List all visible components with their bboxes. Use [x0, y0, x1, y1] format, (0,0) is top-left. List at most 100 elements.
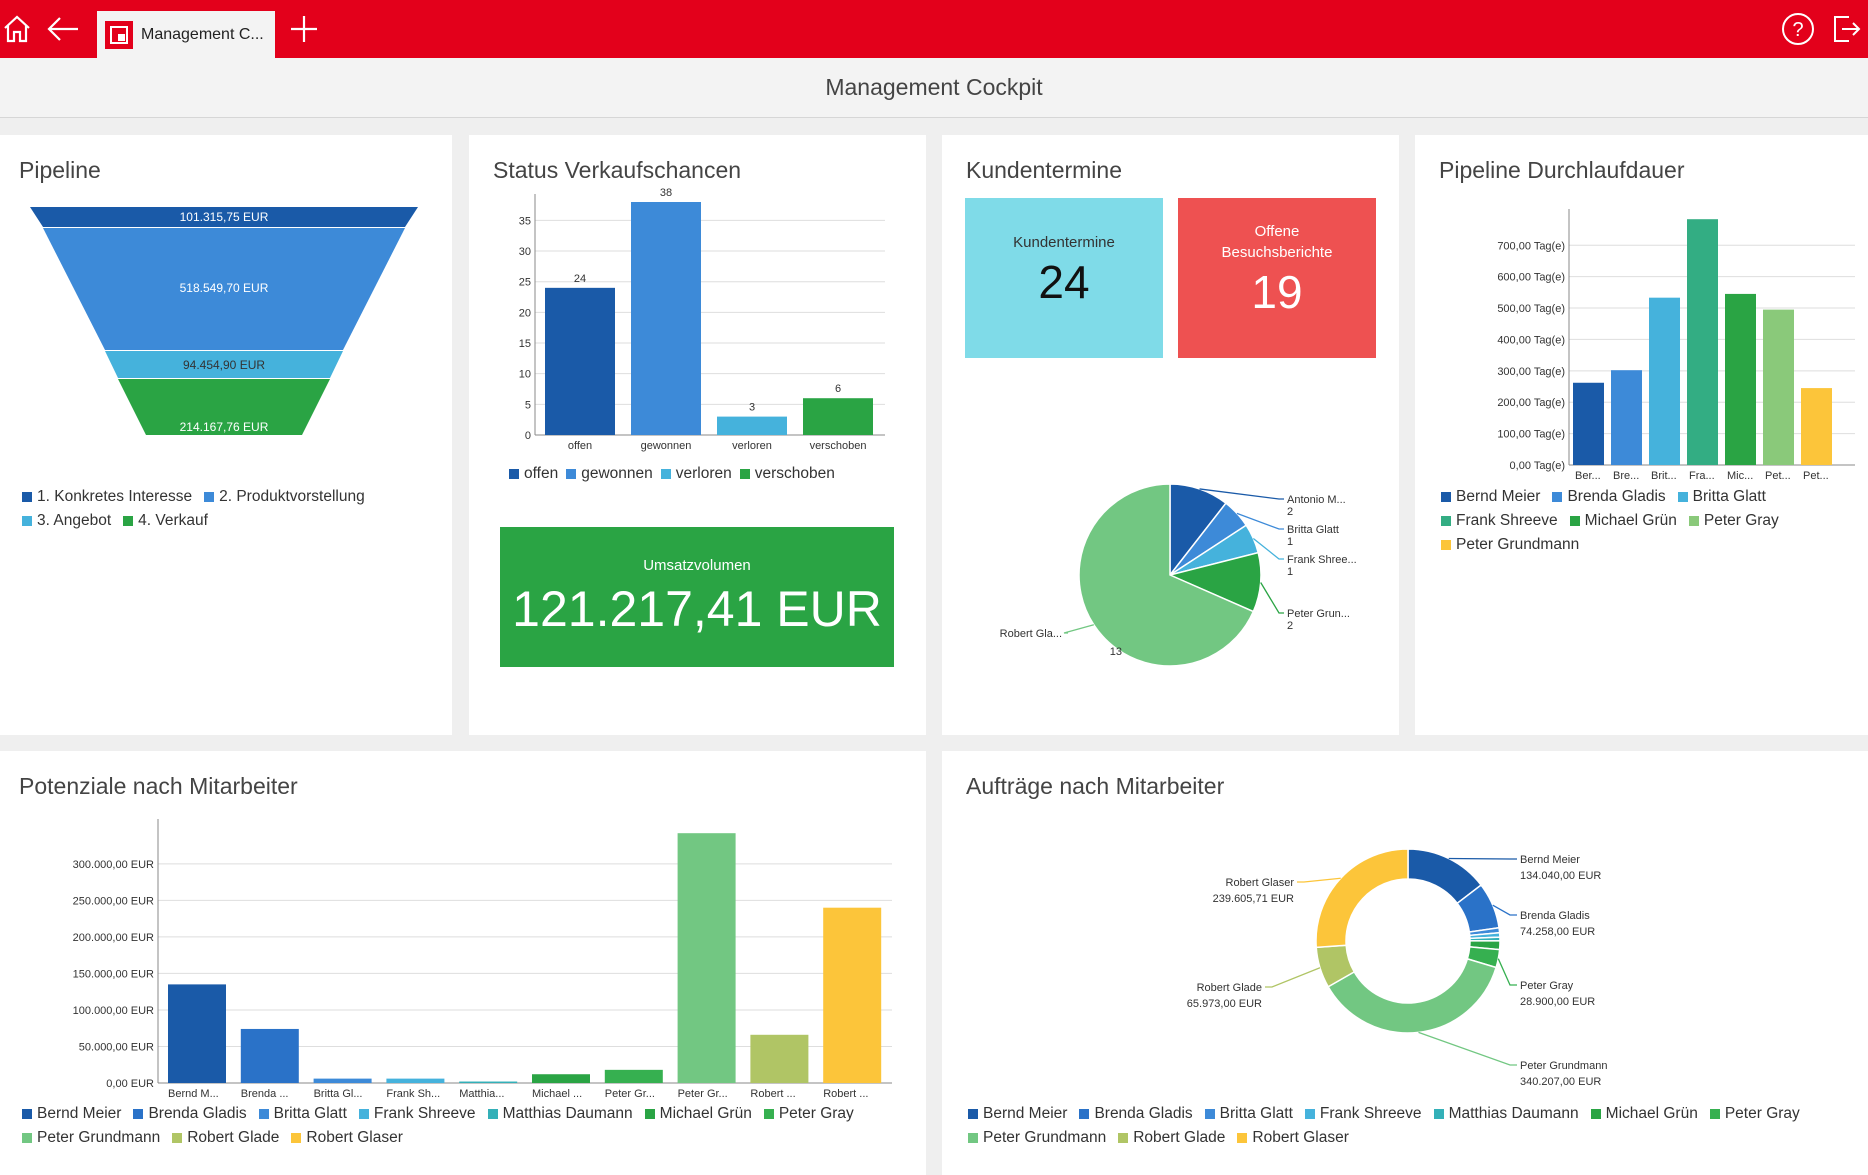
legend-item[interactable]: Bernd Meier	[968, 1105, 1067, 1123]
legend-label: Matthias Daumann	[1448, 1105, 1579, 1122]
bar	[1649, 297, 1680, 465]
pipeline-title: Pipeline	[19, 157, 101, 183]
x-tick-label: Brit...	[1651, 470, 1677, 482]
slice-value: 2	[1287, 506, 1293, 518]
auftraege-donut-chart: Bernd Meier 134.040,00 EUR Brenda Gladis 74…	[1187, 848, 1607, 1088]
legend-label: Brenda Gladis	[1567, 488, 1666, 505]
bar	[717, 416, 787, 435]
umsatzvolumen-tile[interactable]: Umsatzvolumen 121.217,41 EUR	[500, 527, 894, 667]
leader-line	[1236, 512, 1284, 530]
x-tick-label: Peter Gr...	[678, 1088, 728, 1100]
slice-label: Frank Shree...	[1287, 554, 1357, 566]
bar	[823, 907, 882, 1083]
back-arrow-icon[interactable]	[40, 6, 86, 52]
segment-value: 340.207,00 EUR	[1520, 1076, 1601, 1088]
legend-item[interactable]: Peter Gray	[1688, 512, 1779, 530]
legend-item[interactable]: Frank Shreeve	[1441, 512, 1558, 530]
x-tick-label: Michael ...	[532, 1088, 582, 1100]
auftraege-legend: Bernd Meier Brenda Gladis Britta Glatt Fran…	[968, 1105, 1858, 1147]
legend-item[interactable]: 2. Produktvorstellung	[204, 488, 365, 506]
legend-item[interactable]: Robert Glaser	[1237, 1129, 1349, 1147]
legend-item[interactable]: Britta Glatt	[1204, 1105, 1293, 1123]
leader-line	[1265, 967, 1321, 988]
bar	[1611, 370, 1642, 465]
legend-item[interactable]: Peter Gray	[763, 1105, 854, 1123]
x-tick-label: verloren	[732, 440, 772, 452]
legend-label: Matthias Daumann	[502, 1105, 633, 1122]
y-tick-label: 200.000,00 EUR	[73, 932, 154, 944]
leader-line	[1199, 488, 1284, 500]
page-title: Management Cockpit	[825, 74, 1043, 100]
segment-value: 28.900,00 EUR	[1520, 996, 1595, 1008]
legend-item[interactable]: verloren	[660, 465, 732, 483]
legend-label: Robert Glade	[187, 1129, 280, 1146]
besuchsberichte-tile[interactable]: Offene Besuchsberichte 19	[1178, 198, 1376, 358]
legend-item[interactable]: Frank Shreeve	[1304, 1105, 1422, 1123]
legend-item[interactable]: Brenda Gladis	[133, 1105, 247, 1123]
legend-item[interactable]: Robert Glaser	[291, 1129, 403, 1147]
legend-label: Peter Grundmann	[37, 1129, 161, 1146]
bar	[545, 287, 615, 435]
segment-label: Robert Glaser	[1226, 877, 1295, 889]
legend-item[interactable]: Matthias Daumann	[487, 1105, 633, 1123]
leader-line	[1252, 537, 1284, 560]
x-tick-label: Robert ...	[823, 1088, 868, 1100]
legend-label: Bernd Meier	[37, 1105, 122, 1122]
legend-label: Brenda Gladis	[148, 1105, 247, 1122]
legend-label: Britta Glatt	[1219, 1105, 1293, 1122]
legend-item[interactable]: Robert Glade	[172, 1129, 279, 1147]
legend-item[interactable]: Peter Grundmann	[968, 1129, 1106, 1147]
page-header: Management Cockpit	[0, 58, 1868, 118]
legend-item[interactable]: Britta Glatt	[1677, 488, 1766, 506]
x-tick-label: Brenda ...	[241, 1088, 289, 1100]
potenziale-title: Potenziale nach Mitarbeiter	[19, 773, 298, 799]
legend-item[interactable]: offen	[509, 465, 558, 483]
legend-item[interactable]: Bernd Meier	[22, 1105, 121, 1123]
legend-item[interactable]: Peter Gray	[1709, 1105, 1800, 1123]
legend-item[interactable]: 4. Verkauf	[123, 512, 208, 530]
home-icon[interactable]	[0, 6, 40, 52]
legend-label: Frank Shreeve	[373, 1105, 476, 1122]
add-icon[interactable]	[281, 6, 327, 52]
besuchsberichte-label-2: Besuchsberichte	[1221, 244, 1333, 261]
legend-item[interactable]: Michael Grün	[644, 1105, 752, 1123]
tab-management-cockpit[interactable]: Management C...	[97, 11, 275, 58]
y-tick-label: 300.000,00 EUR	[73, 859, 154, 871]
legend-item[interactable]: Peter Grundmann	[1441, 536, 1579, 554]
kundentermine-tile[interactable]: Kundentermine 24	[965, 198, 1163, 358]
legend-item[interactable]: Peter Grundmann	[22, 1129, 160, 1147]
x-tick-label: Matthia...	[459, 1088, 504, 1100]
leader-line	[1497, 958, 1517, 986]
slice-label: Britta Glatt	[1287, 524, 1339, 536]
legend-item[interactable]: Bernd Meier	[1441, 488, 1540, 506]
status-card: Status Verkaufschancen 0 5 10 15 20 25 30 35 24 o…	[469, 135, 926, 735]
bar	[386, 1078, 445, 1083]
legend-item[interactable]: Britta Glatt	[258, 1105, 347, 1123]
legend-item[interactable]: Michael Grün	[1569, 512, 1677, 530]
legend-label: Peter Gray	[1724, 1105, 1800, 1122]
legend-label: Bernd Meier	[1456, 488, 1541, 505]
y-tick-label: 100,00 Tag(e)	[1497, 429, 1565, 441]
legend-label: Robert Glade	[1133, 1129, 1226, 1146]
legend-item[interactable]: verschoben	[739, 465, 835, 483]
legend-item[interactable]: 3. Angebot	[22, 512, 111, 530]
durchlauf-card: Pipeline Durchlaufdauer 0,00 Tag(e) 100,0…	[1415, 135, 1868, 735]
legend-item[interactable]: Brenda Gladis	[1552, 488, 1666, 506]
logout-icon[interactable]	[1822, 6, 1868, 52]
help-icon[interactable]: ?	[1775, 6, 1821, 52]
legend-item[interactable]: Brenda Gladis	[1079, 1105, 1193, 1123]
legend-item[interactable]: gewonnen	[566, 465, 653, 483]
funnel-stage-3	[105, 351, 343, 378]
bar-value-label: 3	[749, 402, 755, 414]
potenziale-card: Potenziale nach Mitarbeiter 0,00 EUR 50.0…	[0, 751, 926, 1175]
legend-item[interactable]: Michael Grün	[1590, 1105, 1698, 1123]
bar	[240, 1028, 299, 1083]
legend-item[interactable]: Matthias Daumann	[1433, 1105, 1579, 1123]
legend-item[interactable]: Frank Shreeve	[358, 1105, 476, 1123]
y-tick-label: 250.000,00 EUR	[73, 895, 154, 907]
legend-item[interactable]: Robert Glade	[1118, 1129, 1225, 1147]
legend-item[interactable]: 1. Konkretes Interesse	[22, 488, 192, 506]
umsatzvolumen-label: Umsatzvolumen	[643, 556, 751, 574]
durchlauf-legend: Bernd Meier Brenda Gladis Britta Glatt Fran…	[1441, 488, 1861, 554]
